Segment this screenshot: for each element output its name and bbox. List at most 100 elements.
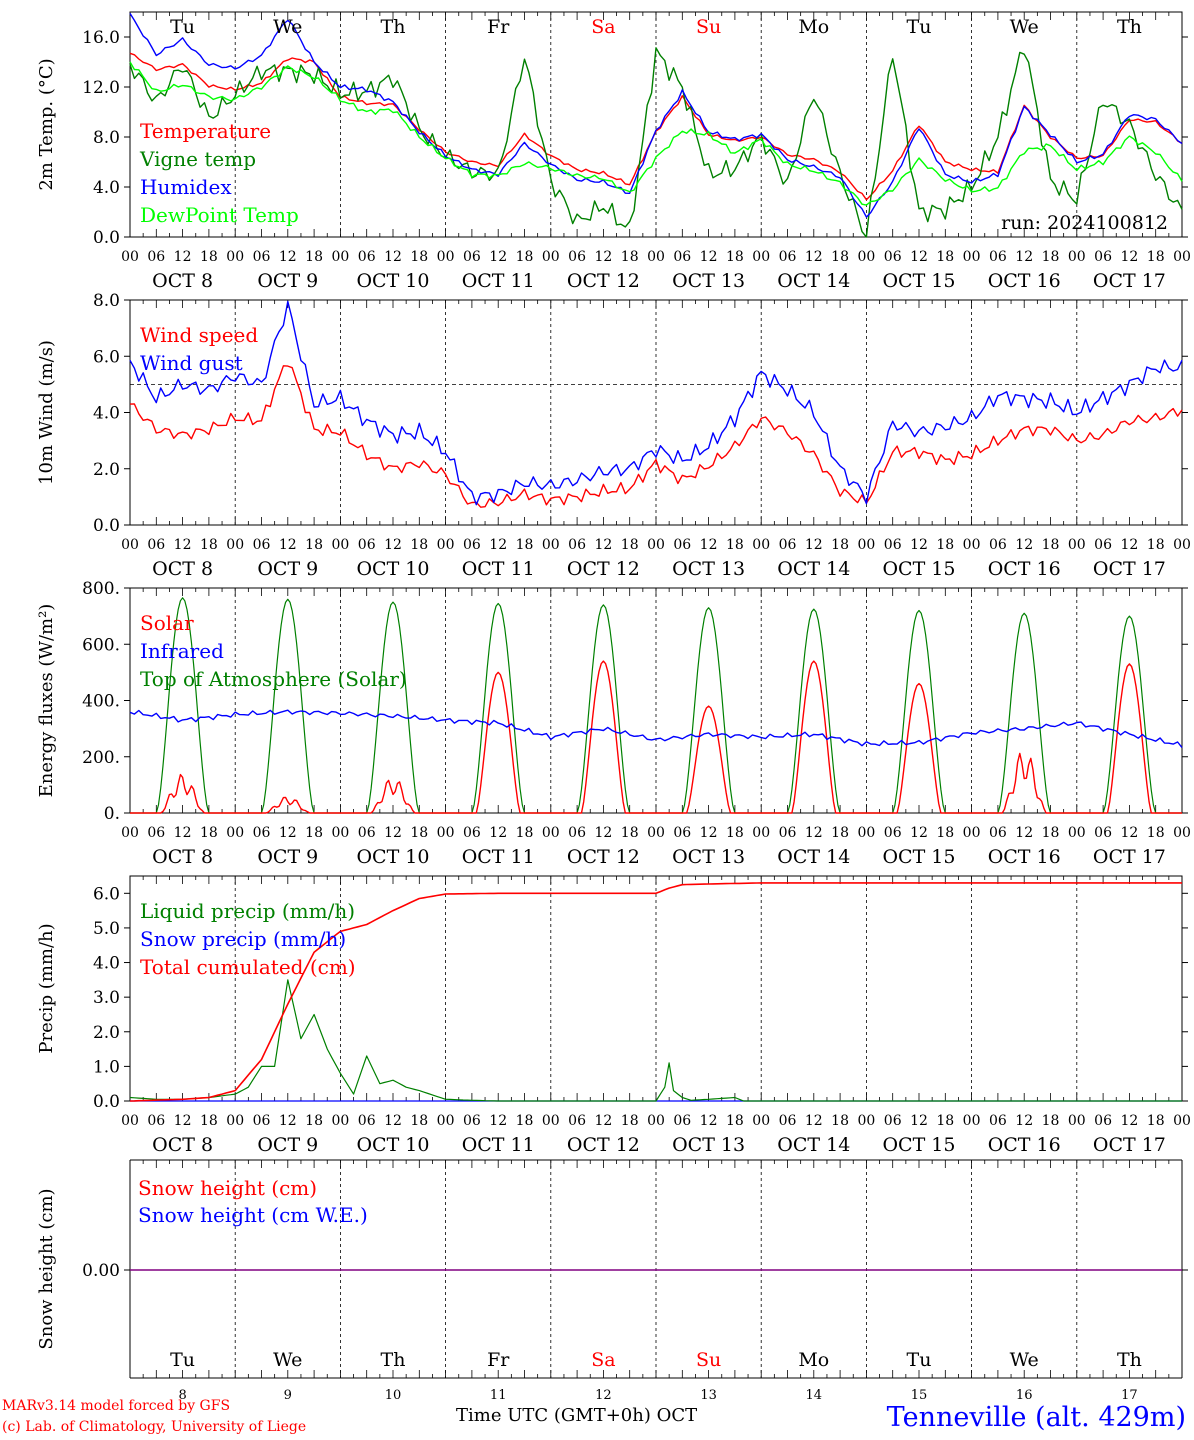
hour-tick-label: 18 [1042,825,1060,841]
hour-tick-label: 12 [279,537,297,553]
hour-tick-label: 18 [831,249,849,265]
y-tick-label: 2.0 [93,1023,120,1043]
date-label: OCT 8 [152,1134,213,1156]
hour-tick-label: 12 [910,249,928,265]
legend-entry: Top of Atmosphere (Solar) [140,667,407,691]
date-label: OCT 9 [257,846,318,868]
hour-tick-label: 00 [647,1113,665,1129]
hour-tick-label: 00 [963,537,981,553]
hour-tick-label: 12 [805,249,823,265]
y-tick-label: 0. [104,804,120,824]
date-label: OCT 10 [356,1134,429,1156]
weekday-label: Tu [907,16,932,38]
hour-tick-label: 12 [594,825,612,841]
date-label: OCT 16 [988,558,1061,580]
date-label: OCT 11 [462,1134,535,1156]
date-label: OCT 10 [356,846,429,868]
station-name: Tenneville (alt. 429m) [886,1402,1186,1433]
hour-tick-label: 06 [884,249,902,265]
y-axis-label: 10m Wind (m/s) [36,340,57,485]
hour-tick-label: 18 [1042,249,1060,265]
hour-tick-label: 18 [726,537,744,553]
hour-tick-label: 18 [831,1113,849,1129]
weekday-label: Tu [170,16,195,38]
hour-tick-label: 00 [121,249,139,265]
legend-entry: Snow height (cm W.E.) [138,1203,368,1227]
legend-entry: Humidex [140,175,232,199]
date-label: OCT 15 [882,270,955,292]
hour-tick-label: 12 [384,1113,402,1129]
date-label: OCT 14 [777,1134,850,1156]
hour-tick-label: 12 [489,249,507,265]
panel-frame-3 [129,587,1183,814]
hour-tick-label: 12 [384,537,402,553]
date-label: OCT 9 [257,270,318,292]
y-tick-label: 2.0 [93,460,120,480]
y-tick-label: 600. [82,635,120,655]
hour-tick-label: 00 [437,537,455,553]
date-label: OCT 8 [152,846,213,868]
y-tick-label: 200. [82,748,120,768]
hour-tick-label: 18 [410,249,428,265]
legend-entry: Wind speed [140,323,258,347]
y-tick-label: 8.0 [93,291,120,311]
hour-tick-label: 00 [331,249,349,265]
hour-tick-label: 00 [437,825,455,841]
hour-tick-label: 00 [857,825,875,841]
day-number-label: 16 [1016,1388,1033,1403]
panel-frame-2 [129,299,1183,526]
hour-tick-label: 18 [410,1113,428,1129]
series-line-green [129,979,1182,1102]
hour-tick-label: 00 [647,825,665,841]
weekday-label: Sa [591,1349,615,1371]
legend-entry: Solar [140,611,194,635]
hour-tick-label: 06 [463,1113,481,1129]
y-tick-label: 8.0 [93,128,120,148]
hour-tick-label: 00 [1173,825,1191,841]
weekday-label: We [273,16,302,38]
hour-tick-label: 18 [831,825,849,841]
series-line-lightgreen [129,61,1183,206]
hour-tick-label: 00 [121,537,139,553]
weekday-label: Mo [798,1349,829,1371]
hour-tick-label: 12 [910,537,928,553]
hour-tick-label: 06 [989,537,1007,553]
hour-tick-label: 06 [147,825,165,841]
hour-tick-label: 00 [1068,825,1086,841]
weekday-label: Tu [907,1349,932,1371]
hour-tick-label: 00 [647,249,665,265]
time-axis-label: Time UTC (GMT+0h) OCT [456,1405,698,1426]
legend-entry: Total cumulated (cm) [140,955,356,979]
date-label: OCT 8 [152,270,213,292]
hour-tick-label: 00 [752,249,770,265]
hour-tick-label: 06 [884,537,902,553]
y-tick-label: 0.00 [82,1261,120,1281]
hour-tick-label: 06 [1094,249,1112,265]
day-number-label: 14 [806,1388,823,1403]
date-label: OCT 13 [672,270,745,292]
hour-tick-label: 18 [936,825,954,841]
hour-tick-label: 18 [516,1113,534,1129]
y-tick-label: 4.0 [93,178,120,198]
hour-tick-label: 06 [568,825,586,841]
hour-tick-label: 06 [147,537,165,553]
hour-tick-label: 12 [384,249,402,265]
hour-tick-label: 18 [200,1113,218,1129]
hour-tick-label: 00 [226,825,244,841]
y-tick-label: 0.0 [93,1092,120,1112]
hour-tick-label: 00 [121,825,139,841]
y-tick-label: 3.0 [93,988,120,1008]
y-tick-label: 400. [82,692,120,712]
hour-tick-label: 18 [1147,1113,1165,1129]
hour-tick-label: 12 [805,537,823,553]
legend-entry: Temperature [140,119,271,143]
hour-tick-label: 18 [200,249,218,265]
y-tick-label: 1.0 [93,1057,120,1077]
hour-tick-label: 06 [673,537,691,553]
hour-tick-label: 06 [253,825,271,841]
hour-tick-label: 00 [226,249,244,265]
weekday-label: We [1010,1349,1039,1371]
hour-tick-label: 18 [1042,537,1060,553]
run-annotation: run: 2024100812 [1001,212,1168,234]
hour-tick-label: 12 [805,1113,823,1129]
